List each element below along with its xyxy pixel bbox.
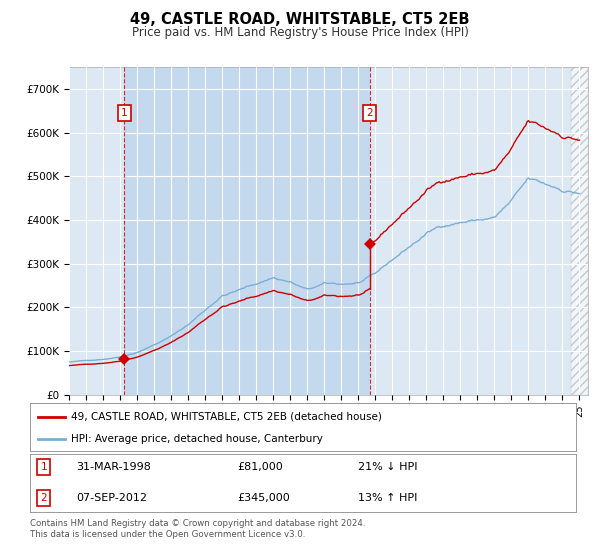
Text: 21% ↓ HPI: 21% ↓ HPI bbox=[358, 462, 417, 472]
Text: Price paid vs. HM Land Registry's House Price Index (HPI): Price paid vs. HM Land Registry's House … bbox=[131, 26, 469, 39]
Text: HPI: Average price, detached house, Canterbury: HPI: Average price, detached house, Cant… bbox=[71, 434, 323, 444]
Text: £81,000: £81,000 bbox=[238, 462, 283, 472]
Text: £345,000: £345,000 bbox=[238, 493, 290, 503]
Text: Contains HM Land Registry data © Crown copyright and database right 2024.
This d: Contains HM Land Registry data © Crown c… bbox=[30, 519, 365, 539]
Text: 1: 1 bbox=[40, 462, 47, 472]
Text: 07-SEP-2012: 07-SEP-2012 bbox=[76, 493, 148, 503]
Bar bbox=[571, 67, 588, 395]
Text: 31-MAR-1998: 31-MAR-1998 bbox=[76, 462, 151, 472]
Text: 49, CASTLE ROAD, WHITSTABLE, CT5 2EB (detached house): 49, CASTLE ROAD, WHITSTABLE, CT5 2EB (de… bbox=[71, 412, 382, 422]
Text: 1: 1 bbox=[121, 108, 128, 118]
Text: 13% ↑ HPI: 13% ↑ HPI bbox=[358, 493, 417, 503]
Bar bbox=[124, 67, 370, 395]
Text: 49, CASTLE ROAD, WHITSTABLE, CT5 2EB: 49, CASTLE ROAD, WHITSTABLE, CT5 2EB bbox=[130, 12, 470, 27]
Text: 2: 2 bbox=[367, 108, 373, 118]
Text: 2: 2 bbox=[40, 493, 47, 503]
